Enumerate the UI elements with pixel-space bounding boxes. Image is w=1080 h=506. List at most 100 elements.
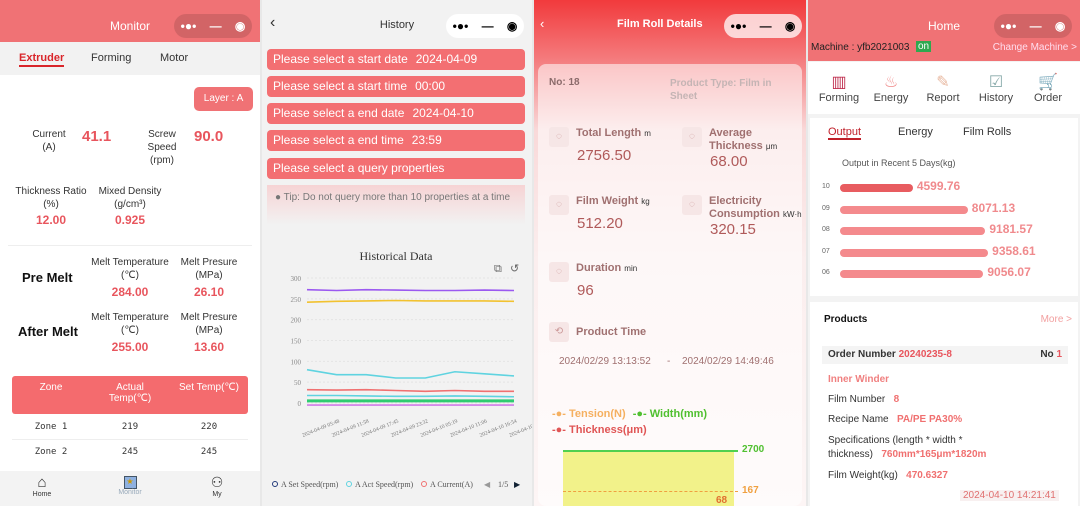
y-tick-label: 50 xyxy=(294,379,302,387)
tab-motor[interactable]: Motor xyxy=(160,52,189,64)
thickness-ratio-label: Thickness Ratio (%) xyxy=(15,186,87,210)
close-icon[interactable]: ◉ xyxy=(1054,19,1066,33)
nav-report[interactable]: ✎ Report xyxy=(916,72,970,104)
output-bar[interactable] xyxy=(840,248,989,257)
scale-icon: ◌ xyxy=(549,195,569,215)
product-start-time: 2024/02/29 13:13:52 xyxy=(559,356,651,367)
calendar-icon: ☑ xyxy=(988,74,1004,91)
order-number-label: Order Number xyxy=(828,349,896,360)
home-screen: Home •●• — ◉ Machine : yfb2021003 on Chang… xyxy=(808,0,1080,506)
column-header: Actual Temp(℃) xyxy=(108,382,152,404)
legend-label: Width(mm) xyxy=(649,408,708,420)
pre-melt-temp-value: 284.00 xyxy=(111,285,149,299)
clock-icon: ◌ xyxy=(549,262,569,282)
product-type-label: Product Type: xyxy=(670,78,737,89)
tab-film-rolls[interactable]: Film Rolls xyxy=(963,126,1012,138)
picker-label: Please select a start date xyxy=(273,52,408,66)
mixed-density-label: Mixed Density (g/cm³) xyxy=(98,186,162,210)
nav-my[interactable]: ⚇ My xyxy=(197,474,237,498)
query-properties-picker[interactable]: Please select a query properties xyxy=(267,158,525,179)
more-icon[interactable]: •●• xyxy=(1000,19,1017,33)
end-date-picker[interactable]: Please select a end date 2024-04-10 xyxy=(267,103,525,124)
legend-prev-icon[interactable]: ◀ xyxy=(484,480,491,489)
close-icon[interactable]: ◉ xyxy=(506,19,518,33)
metric-value: 2756.50 xyxy=(577,147,632,164)
series-line xyxy=(306,299,515,303)
header: Monitor •●• — ◉ xyxy=(0,0,260,42)
tab-energy[interactable]: Energy xyxy=(898,126,933,138)
more-link[interactable]: More > xyxy=(1040,314,1072,325)
back-icon[interactable]: ‹ xyxy=(540,16,545,31)
more-icon[interactable]: •●• xyxy=(730,19,747,33)
field-label: Film Weight(kg) xyxy=(828,470,898,481)
table-cell: 219 xyxy=(121,422,139,432)
table-row: Zone 1 219 220 xyxy=(12,416,248,440)
nav-label: Report xyxy=(926,92,960,104)
tab-forming[interactable]: Forming xyxy=(91,52,132,64)
tip-text: Tip: Do not query more than 10 propertie… xyxy=(283,192,511,203)
output-chart-title: Output in Recent 5 Days(kg) xyxy=(842,158,956,168)
start-time-picker[interactable]: Please select a start time 00:00 xyxy=(267,76,525,97)
after-melt-pressure-value: 13.60 xyxy=(193,340,225,354)
nav-history[interactable]: ☑ History xyxy=(969,72,1023,104)
zoom-icon[interactable]: ⧉ xyxy=(494,263,502,275)
field-label: Specifications (length * width * thickne… xyxy=(828,435,963,460)
product-type-value: Film in Sheet xyxy=(670,78,772,102)
nav-label: Monitor xyxy=(118,489,142,496)
layer-button[interactable]: Layer : A xyxy=(194,87,253,111)
cart-icon: 🛒 xyxy=(1038,74,1058,91)
start-date-picker[interactable]: Please select a start date 2024-04-09 xyxy=(267,49,525,70)
legend-marker xyxy=(272,481,278,487)
more-icon[interactable]: •●• xyxy=(452,19,469,33)
pre-melt-pressure-label: Melt Presure (MPa) xyxy=(180,257,238,281)
more-icon[interactable]: •●• xyxy=(180,19,197,33)
end-time-picker[interactable]: Please select a end time 23:59 xyxy=(267,130,525,151)
mini-program-capsule[interactable]: •●• — ◉ xyxy=(174,14,252,38)
legend-item-tension[interactable]: -●- Tension(N) xyxy=(552,408,626,420)
output-bar[interactable] xyxy=(840,184,913,192)
products-title: Products xyxy=(824,314,868,325)
tab-output[interactable]: Output xyxy=(828,126,862,140)
nav-forming[interactable]: ▥ Forming xyxy=(812,72,866,104)
tip-box: ● Tip: Do not query more than 10 propert… xyxy=(267,185,525,225)
tension-series-line xyxy=(563,491,738,492)
close-icon[interactable]: ◉ xyxy=(234,19,246,33)
legend-item[interactable]: A Act Speed(rpm) xyxy=(355,480,414,489)
page-title: History xyxy=(379,19,415,31)
change-machine-link[interactable]: Change Machine > xyxy=(992,42,1077,53)
nav-monitor[interactable]: ★ Monitor xyxy=(110,476,150,496)
nav-energy[interactable]: ♨ Energy xyxy=(864,72,918,104)
minimize-icon[interactable]: — xyxy=(1029,19,1042,33)
series-line xyxy=(306,368,515,379)
legend-item[interactable]: A Current(A) xyxy=(430,480,473,489)
legend-next-icon[interactable]: ▶ xyxy=(514,480,521,489)
minimize-icon[interactable]: — xyxy=(481,19,494,33)
mini-program-capsule[interactable]: •●• — ◉ xyxy=(446,14,524,38)
y-tick-label: 100 xyxy=(291,358,302,366)
nav-order[interactable]: 🛒 Order xyxy=(1021,72,1075,104)
minimize-icon[interactable]: — xyxy=(209,19,222,33)
minimize-icon[interactable]: — xyxy=(759,19,772,33)
restore-icon[interactable]: ↺ xyxy=(510,263,519,275)
nav-home[interactable]: ⌂ Home xyxy=(22,474,62,498)
close-icon[interactable]: ◉ xyxy=(784,19,796,33)
output-bar[interactable] xyxy=(840,227,986,235)
legend-item-thickness[interactable]: -●- Thickness(μm) xyxy=(552,424,647,436)
picker-value: 00:00 xyxy=(415,79,446,93)
tab-extruder[interactable]: Extruder xyxy=(19,52,65,67)
output-bar[interactable] xyxy=(840,270,984,278)
spec-row: Specifications (length * width * thickne… xyxy=(828,434,998,462)
mini-program-capsule[interactable]: •●• — ◉ xyxy=(724,14,802,38)
legend-item[interactable]: A Set Speed(rpm) xyxy=(281,480,339,489)
back-icon[interactable]: ‹ xyxy=(270,14,276,31)
product-timestamp: 2024-04-10 14:21:41 xyxy=(960,490,1059,501)
bar-day-label: 10 xyxy=(822,183,830,190)
pre-melt-title: Pre Melt xyxy=(22,270,73,285)
legend-label: Thickness(μm) xyxy=(569,424,647,436)
pre-melt-temp-label: Melt Temperature (℃) xyxy=(91,257,169,281)
legend-item-width[interactable]: -●- Width(mm) xyxy=(632,408,708,420)
output-bar[interactable] xyxy=(840,205,968,214)
mini-program-capsule[interactable]: •●• — ◉ xyxy=(994,14,1072,38)
current-value: 41.1 xyxy=(82,128,112,145)
metric-label: Average Thickness μm xyxy=(709,127,778,152)
